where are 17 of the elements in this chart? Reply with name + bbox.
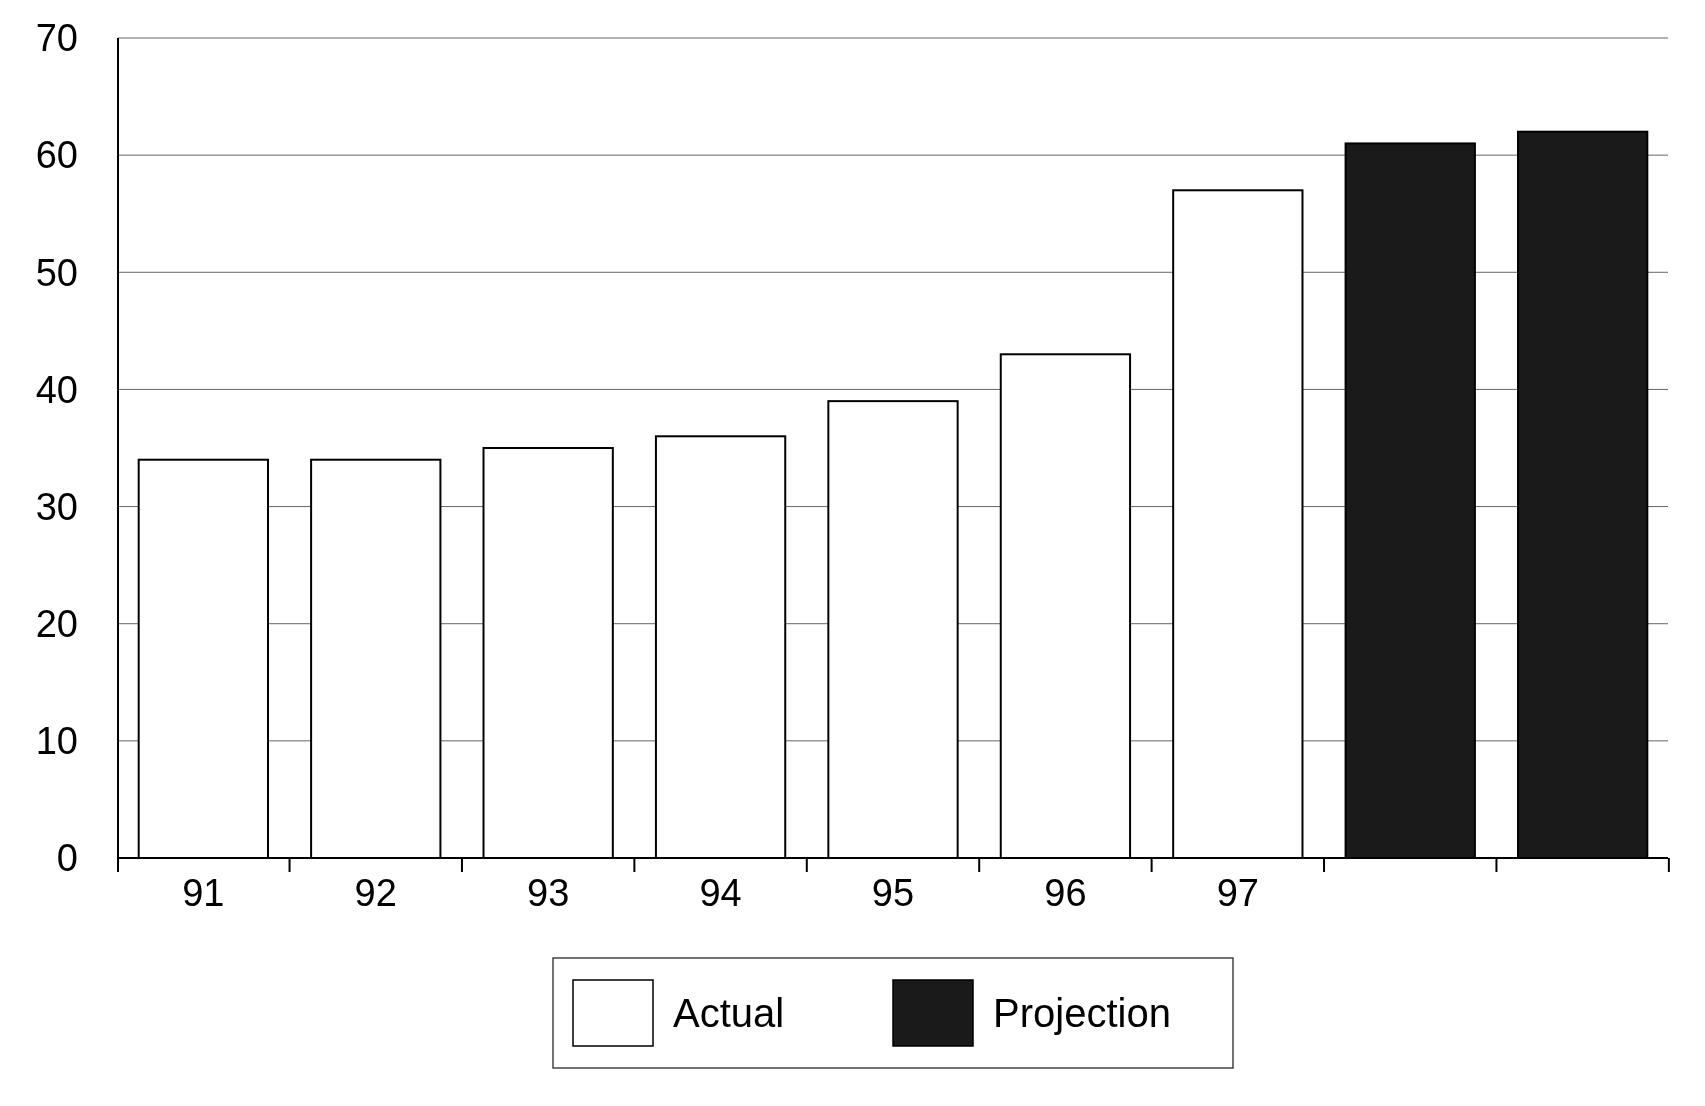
- y-tick-label: 10: [35, 720, 78, 763]
- y-tick-label: 0: [56, 837, 78, 880]
- x-tick-label: 96: [1044, 872, 1087, 914]
- y-tick-label: 60: [35, 134, 78, 177]
- x-tick-label: 94: [699, 872, 742, 914]
- legend-label: Projection: [993, 991, 1171, 1035]
- x-tick-label: 91: [182, 872, 225, 914]
- y-tick-label: 40: [35, 368, 78, 411]
- x-tick-label: 93: [527, 872, 570, 914]
- y-tick-label: 20: [35, 603, 78, 646]
- x-tick-label: 97: [1216, 872, 1259, 914]
- legend-label: Actual: [673, 991, 785, 1035]
- y-tick-label: 30: [35, 485, 78, 528]
- y-tick-label: 50: [35, 251, 78, 294]
- y-tick-label: 70: [35, 17, 78, 60]
- x-tick-label: 92: [354, 872, 397, 914]
- x-tick-label: 95: [871, 872, 915, 914]
